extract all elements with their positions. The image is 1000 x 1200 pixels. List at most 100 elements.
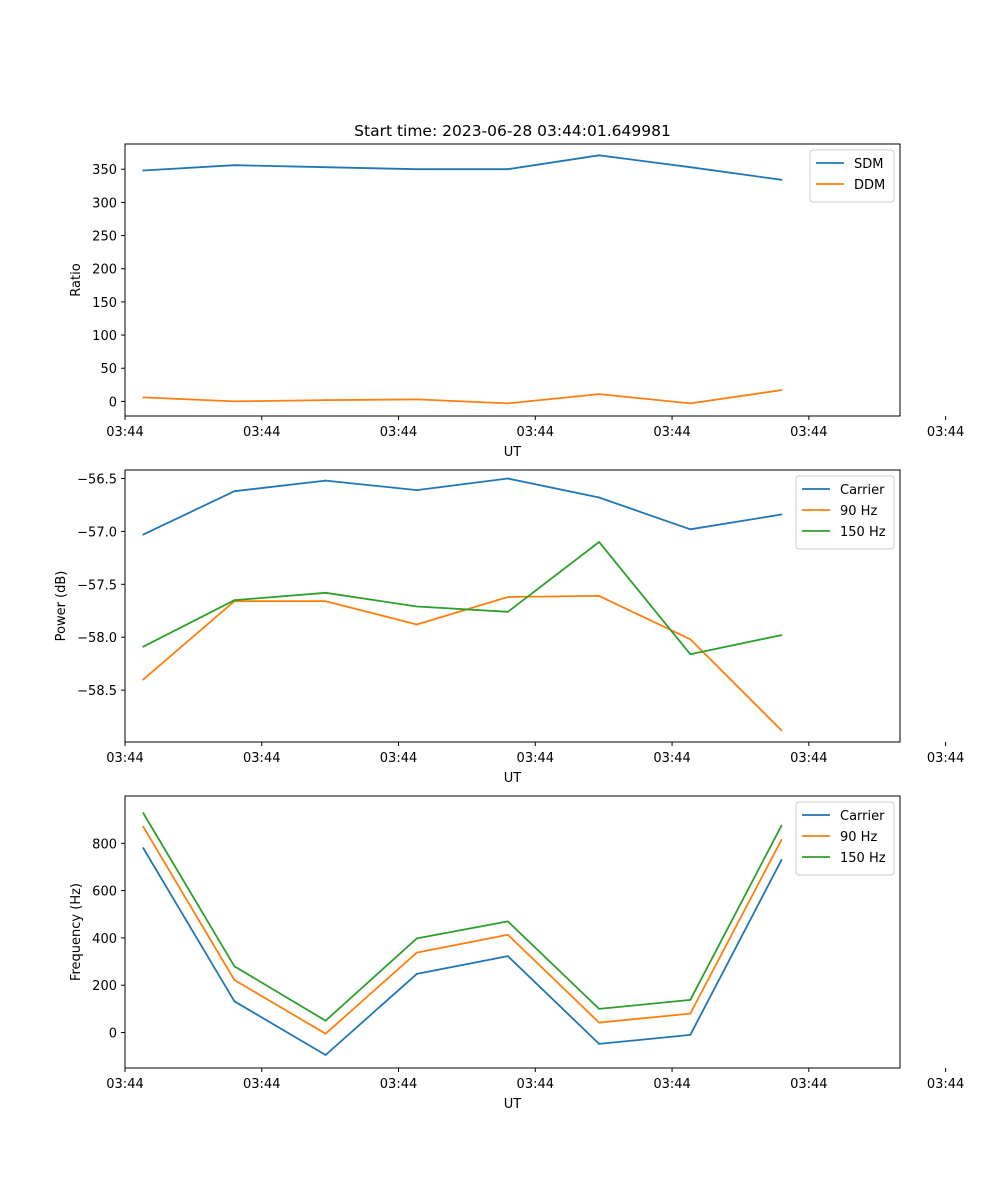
y-tick-label: 600 xyxy=(92,885,117,900)
axes-frame xyxy=(124,795,901,1069)
data-point xyxy=(233,400,236,403)
x-tick-label: 03:44 xyxy=(106,1077,143,1092)
y-axis-label: Power (dB) xyxy=(54,571,69,642)
x-axis-label: UT xyxy=(504,445,522,460)
data-point xyxy=(598,1007,601,1010)
data-point xyxy=(233,490,236,493)
data-point xyxy=(780,389,783,392)
data-point xyxy=(507,168,509,171)
x-tick-label: 03:44 xyxy=(790,751,827,766)
x-tick-label: 03:44 xyxy=(380,1077,417,1092)
y-tick-label: 0 xyxy=(109,1027,117,1042)
data-point xyxy=(598,154,601,157)
x-tick-label: 03:44 xyxy=(243,425,280,440)
y-tick-label: 200 xyxy=(92,979,117,994)
data-point xyxy=(324,600,327,603)
data-point xyxy=(507,610,509,613)
x-tick-label: 03:44 xyxy=(517,1077,554,1092)
x-tick-label: 03:44 xyxy=(106,425,143,440)
data-point xyxy=(780,178,783,181)
data-point xyxy=(689,402,692,405)
data-point xyxy=(780,824,783,827)
x-axis-label: UT xyxy=(504,1097,522,1112)
data-point xyxy=(689,638,692,641)
legend-label: DDM xyxy=(854,178,885,193)
legend-label: 150 Hz xyxy=(840,525,886,540)
y-tick-label: −57.5 xyxy=(77,578,117,593)
data-point xyxy=(324,1019,327,1022)
data-point xyxy=(689,528,692,531)
data-point xyxy=(415,972,418,975)
data-point xyxy=(507,920,509,923)
legend-label: Carrier xyxy=(840,483,885,498)
x-tick-label: 03:44 xyxy=(927,1077,964,1092)
data-point xyxy=(598,496,601,499)
data-point xyxy=(324,1054,327,1056)
data-point xyxy=(415,937,418,940)
data-point xyxy=(598,595,601,597)
y-tick-label: 400 xyxy=(92,932,117,947)
chart-panel-1: 03:44 03:44 03:44 03:44 03:44 03:44 03:44 0 50 10… xyxy=(69,143,964,460)
data-point xyxy=(598,1021,601,1024)
data-point xyxy=(415,951,418,954)
x-tick-label: 03:44 xyxy=(653,751,690,766)
legend-label: Carrier xyxy=(840,809,885,824)
x-tick-label: 03:44 xyxy=(106,751,143,766)
y-axis-label: Ratio xyxy=(69,263,84,296)
x-tick-label: 03:44 xyxy=(243,1077,280,1092)
x-tick-label: 03:44 xyxy=(380,751,417,766)
series-line-90-hz xyxy=(142,826,783,1035)
data-point xyxy=(324,399,327,401)
data-point xyxy=(142,645,145,648)
series-line-150-hz xyxy=(142,812,783,1022)
x-tick-label: 03:44 xyxy=(790,425,827,440)
data-point xyxy=(780,634,783,637)
y-tick-label: −56.5 xyxy=(77,472,117,487)
data-point xyxy=(689,653,692,656)
data-point xyxy=(142,678,145,681)
data-point xyxy=(324,591,327,594)
legend-label: SDM xyxy=(854,157,883,172)
data-point xyxy=(415,398,418,401)
y-tick-label: 250 xyxy=(92,230,117,245)
data-point xyxy=(233,599,236,602)
data-point xyxy=(507,955,509,958)
data-point xyxy=(689,998,692,1001)
data-point xyxy=(507,402,509,405)
x-tick-label: 03:44 xyxy=(653,425,690,440)
y-tick-label: 0 xyxy=(109,395,117,410)
data-point xyxy=(780,729,783,732)
axes-frame xyxy=(124,469,901,743)
data-point xyxy=(507,477,509,480)
data-point xyxy=(689,1012,692,1015)
x-tick-label: 03:44 xyxy=(653,1077,690,1092)
series-line-ddm xyxy=(143,389,782,405)
chart-panel-3: 03:44 03:44 03:44 03:44 03:44 03:44 03:44 0 200 4… xyxy=(69,795,964,1112)
charts-container: 03:44 03:44 03:44 03:44 03:44 03:44 03:44 0 50 10… xyxy=(54,143,964,1112)
data-point xyxy=(780,838,783,841)
legend-label: 90 Hz xyxy=(840,504,877,519)
y-tick-label: 350 xyxy=(92,163,117,178)
x-tick-label: 03:44 xyxy=(517,425,554,440)
legend: Carrier 90 Hz 150 Hz xyxy=(795,801,895,876)
data-point xyxy=(598,393,601,396)
series-line-carrier xyxy=(142,477,782,536)
data-point xyxy=(415,489,418,492)
data-point xyxy=(142,396,145,399)
data-point xyxy=(780,858,783,861)
y-tick-label: 150 xyxy=(92,296,117,311)
series-line-150-hz xyxy=(142,541,782,656)
data-point xyxy=(233,1000,236,1003)
legend-label: 90 Hz xyxy=(840,830,877,845)
x-tick-label: 03:44 xyxy=(790,1077,827,1092)
chart-panel-2: 03:44 03:44 03:44 03:44 03:44 03:44 03:44 −58.5… xyxy=(54,469,964,786)
legend: Carrier 90 Hz 150 Hz xyxy=(795,475,895,550)
data-point xyxy=(142,847,145,849)
axes-frame xyxy=(124,143,901,417)
x-tick-label: 03:44 xyxy=(243,751,280,766)
figure-title: Start time: 2023-06-28 03:44:01.649981 xyxy=(354,122,671,140)
data-point xyxy=(142,825,145,828)
data-point xyxy=(142,169,145,172)
data-point xyxy=(415,623,418,626)
